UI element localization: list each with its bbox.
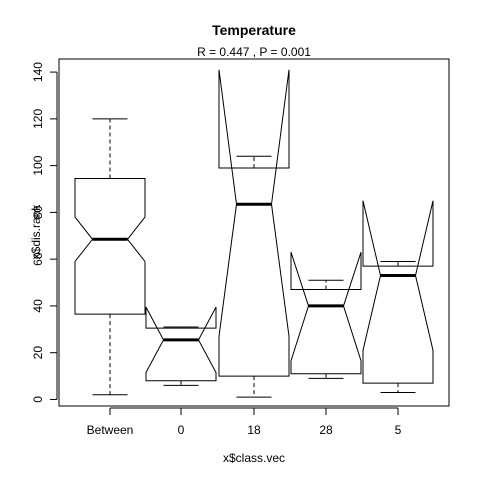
x-tick-label: Between	[87, 423, 134, 437]
x-axis-label: x$class.vec	[223, 451, 285, 465]
x-tick-label: 0	[178, 423, 185, 437]
y-axis-label: x$dis.rank	[29, 204, 43, 260]
chart-title: Temperature	[212, 22, 296, 38]
box-body	[290, 251, 362, 375]
x-axis: Between 0 18 28 5	[87, 407, 402, 437]
y-tick-label: 120	[31, 109, 45, 129]
y-axis: 0 20 40 60 80 100 120 140	[31, 62, 58, 403]
box-body	[362, 200, 434, 384]
y-tick-label: 20	[31, 346, 45, 360]
chart-subtitle: R = 0.447 , P = 0.001	[197, 45, 311, 59]
plot-frame	[58, 58, 450, 407]
y-tick-label: 100	[31, 155, 45, 175]
y-tick-label: 140	[31, 62, 45, 82]
x-tick-label: 5	[395, 423, 402, 437]
box-series	[74, 69, 434, 398]
box-18	[218, 69, 290, 398]
box-5	[362, 200, 434, 393]
box-body	[145, 306, 217, 382]
box-body	[218, 69, 290, 377]
y-tick-label: 0	[31, 396, 45, 403]
box-0	[145, 306, 217, 386]
y-tick-label: 80	[31, 205, 45, 219]
y-tick-label: 40	[31, 299, 45, 313]
box-28	[290, 251, 362, 379]
box-body	[74, 177, 146, 315]
x-tick-label: 28	[319, 423, 333, 437]
x-tick-label: 18	[247, 423, 261, 437]
y-tick-label: 60	[31, 252, 45, 266]
box-Between	[74, 118, 146, 396]
